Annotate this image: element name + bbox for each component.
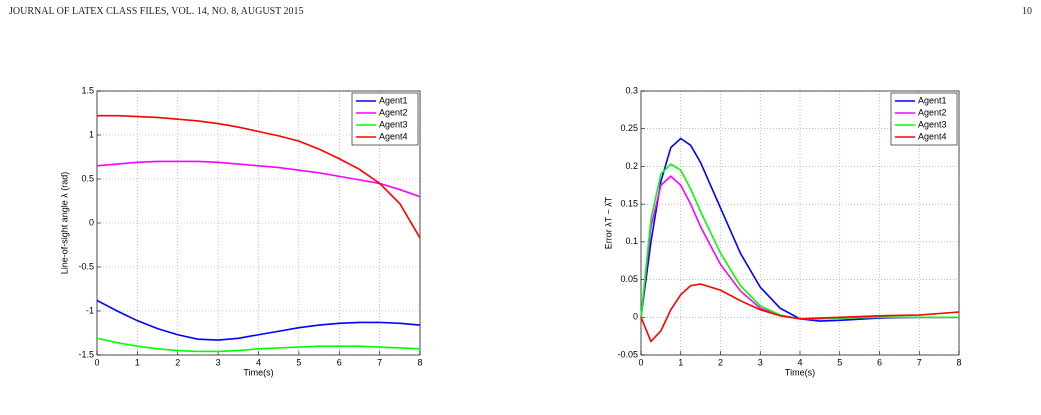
legend-label: Agent1 <box>379 95 408 105</box>
legend-label: Agent2 <box>379 107 408 117</box>
x-tick-label: 4 <box>797 357 802 367</box>
x-tick-label: 7 <box>917 357 922 367</box>
x-tick-label: 8 <box>417 357 422 367</box>
x-tick-label: 6 <box>877 357 882 367</box>
series-line <box>96 160 421 198</box>
legend-label: Agent4 <box>918 131 947 141</box>
x-tick-label: 3 <box>216 357 221 367</box>
y-axis-label: Line-of-sight angle λ (rad) <box>59 172 69 275</box>
legend-label: Agent3 <box>918 119 947 129</box>
x-tick-label: 3 <box>758 357 763 367</box>
y-tick-label: 0.5 <box>81 173 94 183</box>
y-tick-label: 0 <box>89 217 94 227</box>
series-line <box>640 137 959 322</box>
running-header: JOURNAL OF LATEX CLASS FILES, VOL. 14, N… <box>9 6 304 17</box>
y-axis-label: Error λT − λ̂T <box>603 196 613 249</box>
x-tick-label: 6 <box>337 357 342 367</box>
y-tick-label: 0.25 <box>620 123 638 133</box>
x-tick-label: 1 <box>135 357 140 367</box>
y-tick-label: 0.2 <box>625 161 638 171</box>
series-line <box>640 163 959 320</box>
series-line <box>96 337 421 353</box>
chart: 0 1 2 3 4 5 6 7 8 -1.5 -1 -0.5 0 0.5 1 1.5 Time(s) Line-o… <box>59 85 422 377</box>
series-line <box>640 283 960 343</box>
y-tick-label: -1 <box>86 305 94 315</box>
series-line <box>97 114 421 239</box>
page-number: 10 <box>1022 6 1032 17</box>
legend-label: Agent4 <box>379 131 408 141</box>
y-tick-label: -0.05 <box>617 349 638 359</box>
x-tick-label: 2 <box>718 357 723 367</box>
x-tick-label: 1 <box>678 357 683 367</box>
x-tick-label: 5 <box>837 357 842 367</box>
y-tick-label: 0.15 <box>620 199 638 209</box>
x-tick-label: 0 <box>94 357 99 367</box>
chart: 0 1 2 3 4 5 6 7 8-0.0500.050.10.150.20.250.3Time… <box>603 85 961 377</box>
y-tick-label: 0.3 <box>625 85 638 95</box>
legend-label: Agent3 <box>379 119 408 129</box>
y-tick-label: 1.5 <box>81 85 94 95</box>
y-tick-label: 1 <box>89 129 94 139</box>
x-tick-label: 8 <box>956 357 961 367</box>
plot-frame <box>640 90 960 356</box>
x-axis-label: Time(s) <box>243 367 273 377</box>
x-tick-label: 2 <box>175 357 180 367</box>
x-axis-label: Time(s) <box>785 367 815 377</box>
legend-label: Agent1 <box>918 95 947 105</box>
y-tick-label: 0.05 <box>620 274 638 284</box>
x-tick-label: 4 <box>256 357 261 367</box>
plot-frame <box>96 90 421 356</box>
legend-label: Agent2 <box>918 107 947 117</box>
series-line <box>96 299 421 341</box>
y-tick-label: -0.5 <box>78 261 94 271</box>
y-tick-label: 0 <box>633 312 638 322</box>
x-tick-label: 5 <box>296 357 301 367</box>
x-tick-label: 0 <box>638 357 643 367</box>
x-tick-label: 7 <box>377 357 382 367</box>
y-tick-label: 0.1 <box>625 236 638 246</box>
y-tick-label: -1.5 <box>78 349 94 359</box>
